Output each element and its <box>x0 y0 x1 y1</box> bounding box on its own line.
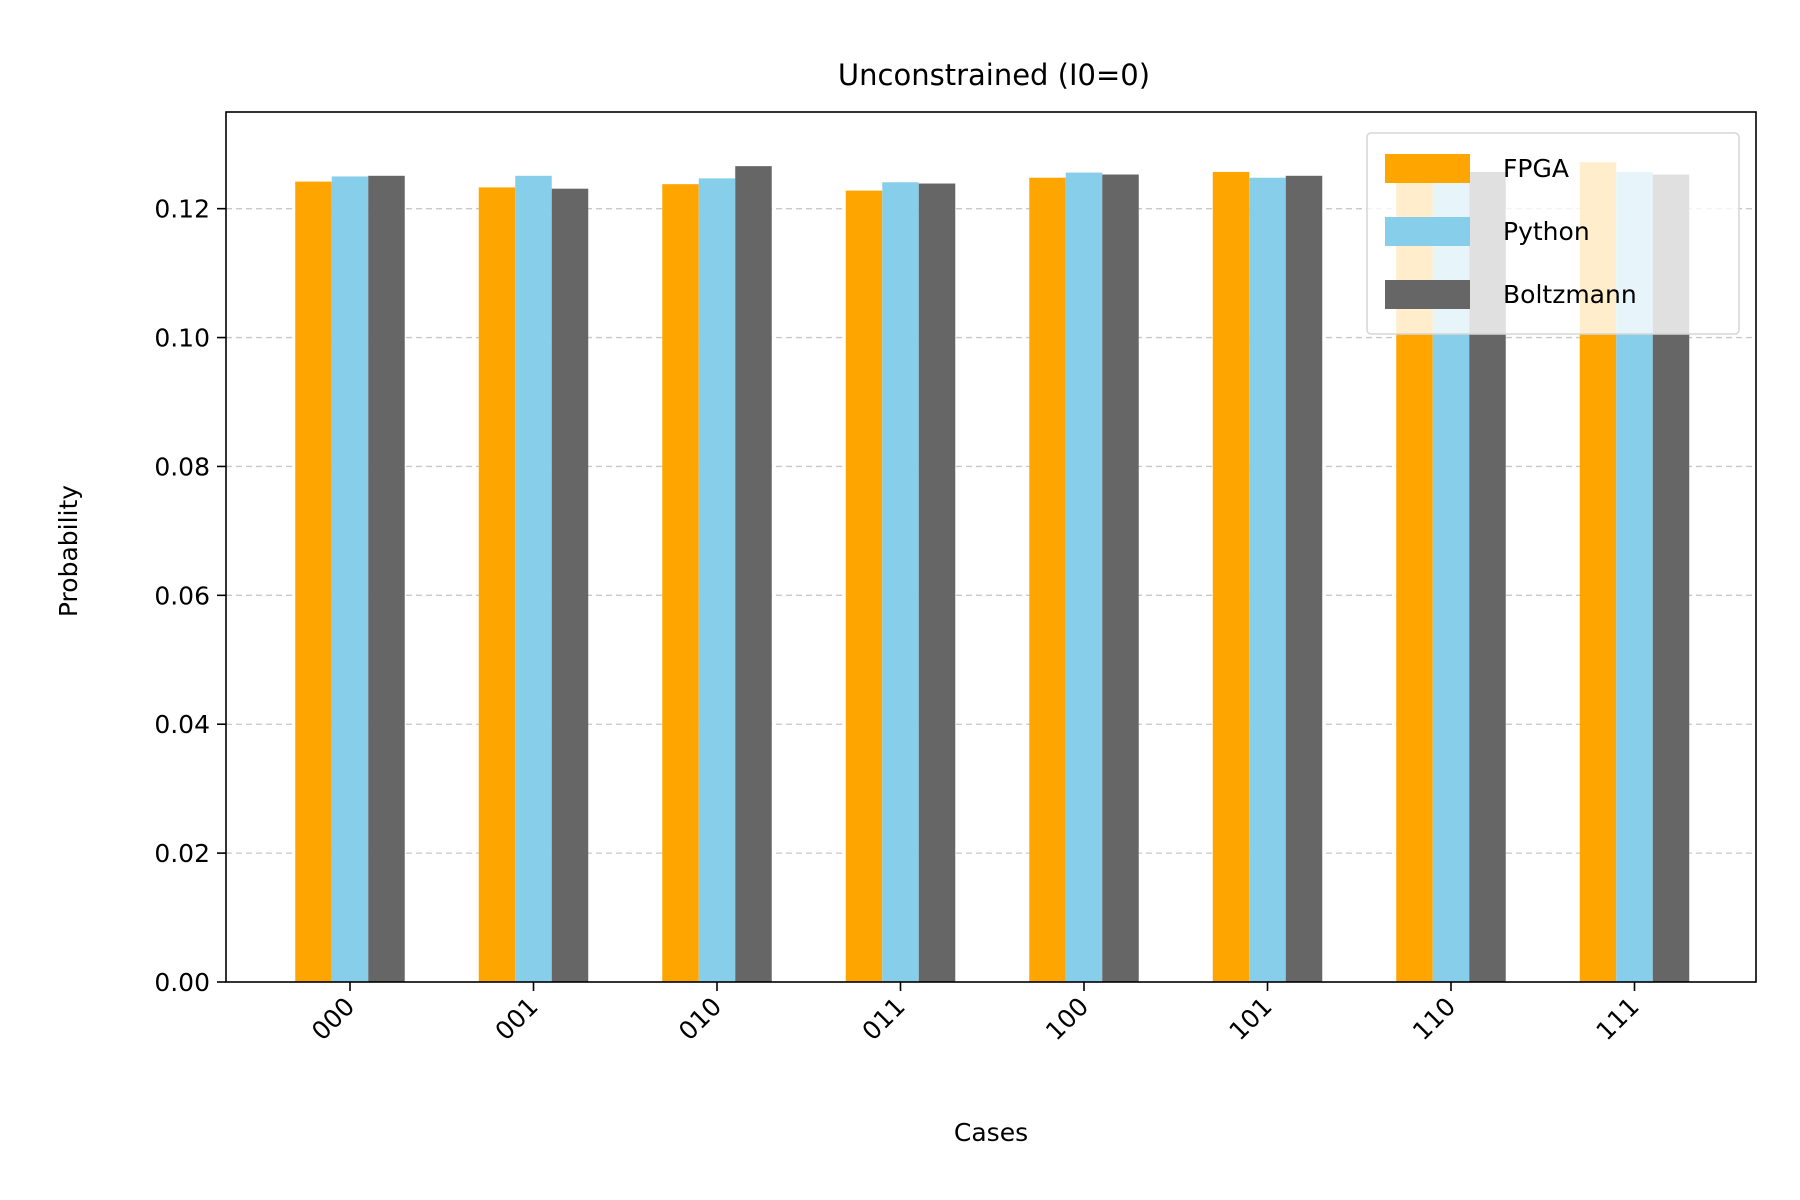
bar-boltzmann-011 <box>918 183 956 983</box>
plot-frame <box>225 111 1757 983</box>
bar-fpga-000 <box>295 181 332 983</box>
bar-boltzmann-010 <box>735 166 772 983</box>
x-axis-label: Cases <box>954 1118 1028 1147</box>
legend-swatch-fpga <box>1385 154 1470 183</box>
y-axis-label: Probability <box>54 485 83 617</box>
y-tick-label: 0.06 <box>154 581 210 610</box>
legend: FPGA Python Boltzmann <box>1366 132 1740 335</box>
legend-label-boltzmann: Boltzmann <box>1503 280 1637 309</box>
bar-fpga-011 <box>845 190 883 983</box>
bar-boltzmann-101 <box>1285 175 1323 983</box>
legend-label-python: Python <box>1503 217 1590 246</box>
bar-boltzmann-001 <box>551 188 589 982</box>
bar-fpga-010 <box>662 184 699 982</box>
bar-python-010 <box>698 178 736 982</box>
y-tick-label: 0.00 <box>154 968 210 997</box>
bar-python-001 <box>515 175 552 983</box>
y-tick-label: 0.10 <box>154 324 210 353</box>
y-tick-label: 0.08 <box>154 452 210 481</box>
y-tick-label: 0.12 <box>154 195 210 224</box>
legend-swatch-python <box>1385 217 1470 246</box>
bar-python-000 <box>331 176 369 982</box>
bar-boltzmann-000 <box>368 175 405 983</box>
bar-fpga-001 <box>478 187 516 982</box>
bar-python-101 <box>1249 177 1286 982</box>
bar-fpga-100 <box>1029 177 1066 982</box>
bar-python-100 <box>1065 172 1103 983</box>
legend-swatch-boltzmann <box>1385 280 1470 309</box>
y-axis: 0.00 0.02 0.04 0.06 0.08 0.10 0.12 <box>154 195 226 997</box>
bar-fpga-101 <box>1212 171 1250 982</box>
y-tick-label: 0.02 <box>154 839 210 868</box>
bar-boltzmann-100 <box>1102 174 1139 982</box>
bars <box>295 162 1690 983</box>
bar-python-011 <box>882 182 919 982</box>
y-tick-label: 0.04 <box>154 710 210 739</box>
legend-label-fpga: FPGA <box>1503 154 1569 183</box>
chart-title: Unconstrained (I0=0) <box>838 58 1150 92</box>
